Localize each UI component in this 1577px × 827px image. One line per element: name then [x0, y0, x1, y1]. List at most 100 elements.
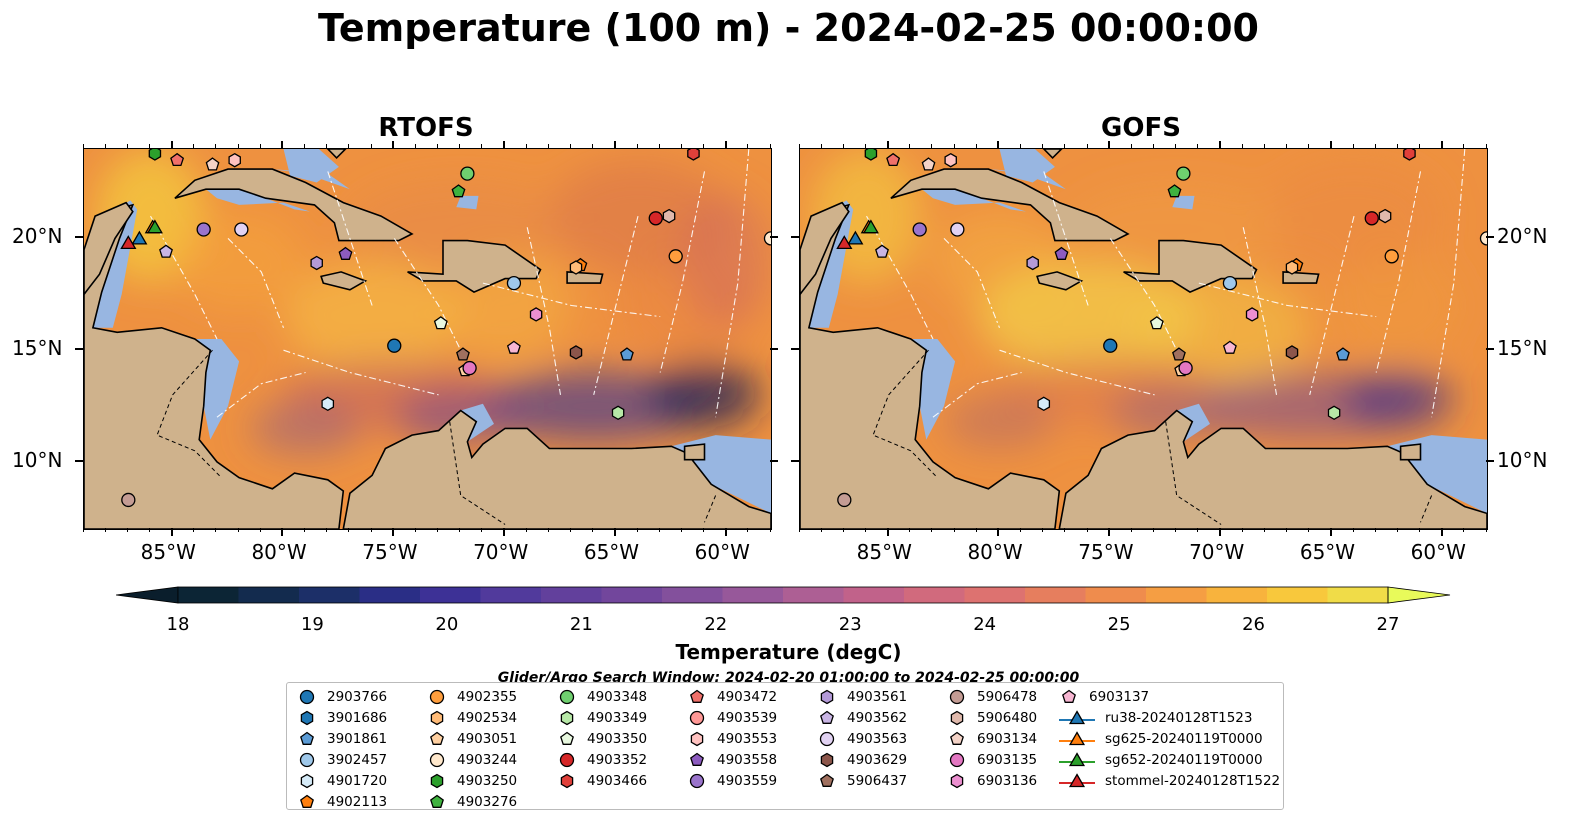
lon-minor-tick — [820, 528, 822, 532]
legend-label: 4903466 — [587, 772, 648, 789]
lon-minor-tick — [1153, 144, 1155, 148]
lon-minor-tick — [953, 144, 955, 148]
marker-4903349 — [1327, 405, 1341, 421]
map-panel-gofs[interactable] — [799, 148, 1488, 530]
legend-item: 4903563 — [815, 728, 907, 749]
temperature-anomaly — [1342, 370, 1454, 429]
lon-minor-tick — [1197, 528, 1199, 532]
lat-major-tick — [770, 459, 778, 462]
lon-minor-tick — [1042, 528, 1044, 532]
legend-item: 4903472 — [685, 686, 777, 707]
legend-item: 4903051 — [425, 728, 517, 749]
legend-item: sg625-20240119T0000 — [1057, 728, 1280, 749]
country-border — [704, 495, 717, 523]
lon-minor-tick — [237, 144, 239, 148]
lon-minor-tick — [747, 528, 749, 532]
search-window-note: Glider/Argo Search Window: 2024-02-20 01… — [497, 670, 1080, 682]
legend-marker-icon — [950, 731, 964, 745]
lon-minor-tick — [1419, 528, 1421, 532]
legend-marker-icon — [560, 773, 574, 788]
lon-minor-tick — [503, 144, 505, 148]
marker-4903466 — [687, 149, 700, 161]
lat-major-tick — [791, 348, 799, 351]
colorbar-segment — [1327, 587, 1389, 603]
lon-minor-tick — [570, 144, 572, 148]
colorbar-segment — [359, 587, 421, 603]
legend-label: ru38-20240128T1523 — [1105, 709, 1253, 726]
lon-minor-tick — [842, 144, 844, 148]
lon-minor-tick — [680, 144, 682, 148]
land-hispaniola — [407, 239, 542, 294]
temperature-anomaly — [649, 361, 760, 429]
eez-boundary — [715, 149, 750, 418]
lon-minor-tick — [82, 528, 84, 532]
lat-tick-label: 15°N — [1497, 336, 1548, 361]
colorbar-tick-label: 20 — [435, 614, 459, 635]
legend-column: 4902355 4902534 4903051 4903244 4903250 49032… — [425, 686, 517, 812]
legend-label: 2903766 — [327, 688, 388, 705]
lon-minor-tick — [126, 144, 128, 148]
lon-minor-tick — [1352, 144, 1354, 148]
lon-minor-tick — [1352, 528, 1354, 532]
lon-minor-tick — [326, 144, 328, 148]
lon-minor-tick — [680, 528, 682, 532]
shelf-guajira — [1176, 403, 1210, 442]
lon-major-tick — [281, 528, 284, 536]
colorbar-tick-label: 18 — [166, 614, 190, 635]
legend-item: 4902113 — [295, 791, 387, 812]
legend-label: 4903350 — [587, 730, 648, 747]
legend-marker-icon — [689, 773, 705, 788]
marker-4901720 — [321, 396, 335, 412]
legend-marker-icon — [300, 794, 314, 808]
lon-minor-tick — [1130, 144, 1132, 148]
legend-marker-icon — [690, 752, 704, 766]
marker-sg652-20240119T0000 — [146, 219, 163, 234]
marker-6903137 — [506, 340, 521, 354]
legend-label: 3901686 — [327, 709, 388, 726]
lon-minor-tick — [1396, 528, 1398, 532]
lon-minor-tick — [193, 144, 195, 148]
eez-boundary — [1309, 215, 1355, 396]
marker-4903559 — [196, 222, 211, 237]
lon-minor-tick — [1485, 528, 1487, 532]
lat-tick-label: 20°N — [1497, 224, 1548, 249]
lon-minor-tick — [798, 528, 800, 532]
eez-boundary — [1242, 227, 1278, 395]
marker-4902534 — [569, 260, 583, 275]
legend-item: 4903629 — [815, 749, 907, 770]
lon-minor-tick — [1042, 144, 1044, 148]
marker-6903136 — [529, 307, 543, 322]
temperature-anomaly — [1065, 182, 1288, 272]
lon-minor-tick — [887, 144, 889, 148]
lat-tick-label: 10°N — [1497, 447, 1548, 472]
eez-boundary — [866, 215, 934, 340]
temperature-anomaly — [482, 370, 705, 442]
lon-minor-tick — [1330, 144, 1332, 148]
temperature-anomaly — [1265, 160, 1443, 272]
legend-marker-icon — [430, 710, 444, 725]
legend-marker-icon — [820, 689, 834, 704]
lon-minor-tick — [636, 528, 638, 532]
lon-minor-tick — [997, 528, 999, 532]
lat-tick-label: 10°N — [12, 447, 63, 472]
map-panel-rtofs[interactable] — [83, 148, 772, 530]
lon-minor-tick — [725, 528, 727, 532]
marker-4903629 — [1285, 345, 1299, 360]
lon-minor-tick — [1330, 528, 1332, 532]
lon-minor-tick — [370, 528, 372, 532]
marker-4903352 — [1364, 211, 1379, 226]
land-jamaica — [320, 271, 368, 291]
legend-marker-icon — [949, 752, 965, 767]
legend-label: 4903553 — [717, 730, 778, 747]
marker-4902355 — [668, 249, 683, 264]
colorbar-segment — [843, 587, 905, 603]
eez-boundary — [482, 282, 661, 318]
legend-column: 2903766 3901686 3901861 3902457 4901720 49021… — [295, 686, 387, 812]
country-border — [1165, 421, 1222, 525]
lon-minor-tick — [1219, 144, 1221, 148]
marker-ru38-20240128T1523 — [847, 230, 864, 245]
colorbar-extend-low — [116, 586, 179, 604]
lon-minor-tick — [1175, 144, 1177, 148]
lon-tick-label: 80°W — [251, 540, 307, 564]
lon-minor-tick — [126, 528, 128, 532]
